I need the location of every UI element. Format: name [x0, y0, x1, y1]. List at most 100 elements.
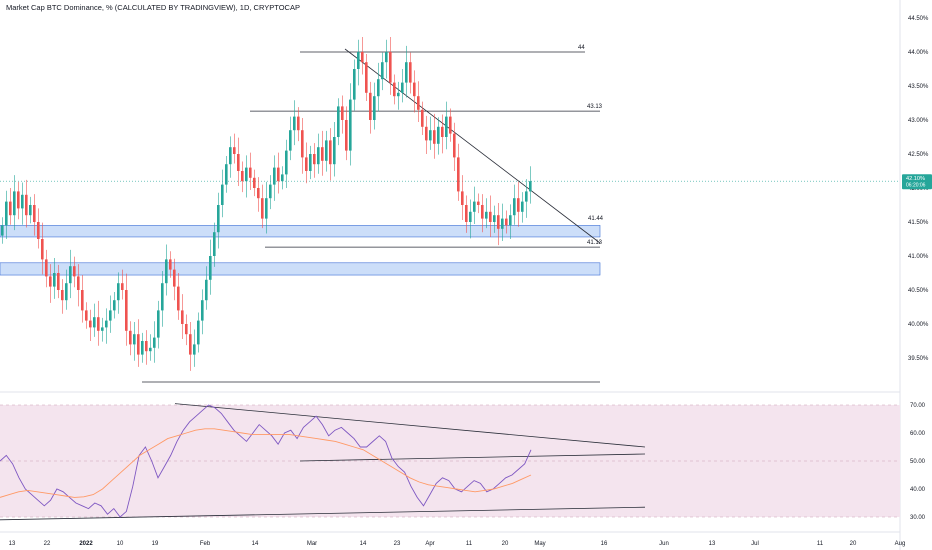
candle-body [289, 130, 292, 151]
candle-body [93, 317, 96, 328]
candle [209, 239, 212, 295]
candle-body [305, 157, 308, 171]
candle [289, 116, 292, 161]
candle-body [353, 69, 356, 100]
candle [201, 289, 204, 335]
candle-body [213, 232, 216, 256]
candle [437, 117, 440, 155]
candle [269, 175, 272, 210]
candle-body [261, 198, 264, 219]
candle [489, 195, 492, 237]
time-tick-label: 20 [502, 541, 509, 547]
candle-body [101, 327, 104, 331]
candle [181, 294, 184, 339]
candle [285, 139, 288, 188]
price-tick-label: 41.00% [908, 254, 929, 260]
candle [469, 199, 472, 239]
level-label-4: 41.44 [588, 216, 604, 222]
candle-body [249, 167, 252, 178]
candle-body [377, 79, 380, 97]
candle [265, 181, 268, 234]
time-tick-label: 14 [252, 541, 259, 547]
candle [1, 217, 4, 244]
candle [193, 329, 196, 367]
time-tick-label: 13 [9, 541, 16, 547]
candle [145, 330, 148, 365]
candle-body [177, 286, 180, 311]
current-price-tag [902, 174, 932, 190]
candle-body [281, 174, 284, 182]
candle [361, 37, 364, 75]
candle-body [77, 276, 80, 290]
price-tick-label: 40.50% [908, 288, 929, 294]
candle [17, 181, 20, 220]
candle [429, 116, 432, 150]
candle-body [349, 99, 352, 151]
candle-body [449, 116, 452, 134]
candle [161, 270, 164, 327]
candle-body [265, 198, 268, 219]
candle [157, 300, 160, 349]
candle-body [405, 62, 408, 83]
candle-body [409, 62, 412, 83]
candle-body [517, 198, 520, 212]
candle [473, 186, 476, 225]
candle [333, 122, 336, 177]
candle [245, 155, 248, 198]
candle-body [497, 215, 500, 229]
price-tick-label: 44.50% [908, 16, 929, 22]
candle-body [457, 157, 460, 192]
candle-body [481, 205, 484, 219]
candle [205, 266, 208, 310]
candle-body [69, 266, 72, 284]
candle [357, 39, 360, 86]
candle [297, 107, 300, 142]
candle-body [425, 126, 428, 141]
time-tick-label: Mar [307, 541, 317, 547]
candle [513, 184, 516, 225]
candle-body [237, 154, 240, 171]
candle-body [217, 205, 220, 233]
candle [49, 264, 52, 303]
candle-body [45, 259, 48, 277]
current-price-value: 42.10% [906, 176, 925, 182]
candle [425, 115, 428, 154]
time-tick-label: 23 [394, 541, 401, 547]
candle [341, 95, 344, 134]
candle-body [313, 154, 316, 165]
candle [441, 114, 444, 154]
candle [393, 74, 396, 105]
level-label-2: 43.13 [587, 104, 603, 110]
candle [97, 300, 100, 346]
candle [53, 258, 56, 299]
rsi-ma-line [0, 428, 532, 498]
candle [461, 175, 464, 220]
candle-body [437, 126, 440, 144]
candle [121, 269, 124, 300]
candle-body [473, 201, 476, 212]
time-tick-label: 14 [360, 541, 367, 547]
candle [349, 83, 352, 166]
candle-body [433, 130, 436, 144]
price-tick-label: 44.00% [908, 50, 929, 56]
candle-body [257, 188, 260, 199]
candle-body [225, 164, 228, 185]
candle [61, 279, 64, 314]
candle-body [165, 259, 168, 284]
price-tick-label: 39.50% [908, 356, 929, 362]
candle-body [5, 201, 8, 226]
candle [517, 181, 520, 227]
time-tick-label: 22 [44, 541, 51, 547]
level-label-1: 44 [578, 45, 585, 51]
candle-body [357, 52, 360, 69]
candle [453, 122, 456, 171]
candle-body [221, 184, 224, 205]
candle-body [285, 150, 288, 175]
candle-body [129, 330, 132, 345]
candle-body [189, 334, 192, 355]
candle-body [17, 191, 20, 209]
price-tick-label: 41.50% [908, 220, 929, 226]
candle [229, 136, 232, 178]
